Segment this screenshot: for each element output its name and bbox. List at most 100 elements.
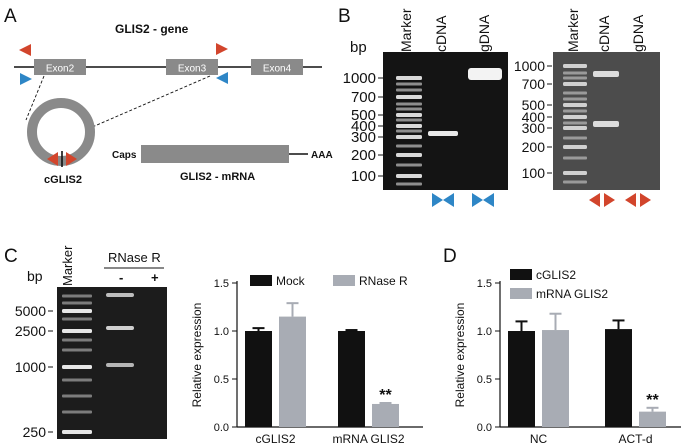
gel1-ladder-label: 700	[351, 89, 376, 106]
gelc-ladder-band	[62, 365, 92, 369]
gelc-lane-minus: -	[119, 270, 123, 285]
panel-letter-d: D	[443, 246, 457, 267]
gelc-ladder-band-faint	[62, 394, 92, 398]
circular-rna-ring	[27, 98, 95, 166]
circ-red-primer-left	[47, 152, 58, 166]
gel1-gdna-primer-b	[483, 193, 494, 207]
gel2-ladder-band-faint	[563, 76, 587, 80]
significance-mark: **	[379, 387, 392, 404]
bar-1-0	[279, 316, 306, 427]
gel2-gdna-primer-b	[640, 193, 651, 207]
gel1-ladder-band	[396, 95, 422, 99]
gel2-cdna-upper-band	[593, 71, 619, 77]
red-primer-left	[19, 44, 31, 56]
dash-line-left	[25, 75, 45, 121]
gel2-ladder-label: 300	[522, 120, 546, 136]
mrna-tail: AAA	[311, 150, 333, 161]
exon3-box	[166, 59, 218, 75]
gel1-ladder-band	[396, 113, 422, 117]
legend-label-1: mRNA GLIS2	[536, 287, 608, 301]
gel1-cdna-band	[428, 131, 458, 136]
gel1-ladder-band	[396, 174, 422, 178]
gel2-lane-marker: Marker	[565, 8, 581, 52]
gel2-ladder-band-faint	[563, 91, 587, 95]
gel1-ladder-band-faint	[396, 129, 422, 133]
legend-label-1: RNase R	[359, 274, 408, 288]
gel2-ladder-label: 400	[522, 109, 546, 125]
y-axis-label: Relative expression	[453, 303, 467, 408]
bar-1-0	[542, 330, 569, 427]
legend-swatch-1	[333, 275, 355, 286]
x-tick-label: mRNA GLIS2	[332, 432, 404, 445]
exon4-box	[251, 59, 303, 75]
gel1-ladder-band-faint	[396, 88, 422, 92]
gelc-ladder-band-faint	[62, 378, 92, 382]
circ-red-primer-right	[66, 152, 77, 166]
gel2-ladder-band	[563, 145, 587, 149]
gel1-cdna-primer-a	[432, 193, 443, 207]
bar-0-1	[605, 329, 632, 427]
gel1-ladder-label: 500	[351, 107, 376, 124]
dash-line-right	[89, 75, 211, 129]
gel1-ladder-band-faint	[396, 102, 422, 106]
gel2-ladder-band-faint	[563, 156, 587, 160]
x-tick-label: ACT-d	[618, 432, 652, 445]
gel1-ladder-band-faint	[396, 107, 422, 111]
gelc-ladder-band	[62, 430, 92, 434]
panel-c-bp-label: bp	[27, 268, 43, 284]
gel2-ladder-label: 700	[522, 76, 546, 92]
gelc-ladder-band-faint	[62, 317, 92, 321]
chart-c: 0.0 0.5 1.0 1.5 Relative expression cGLIS2 mRN…	[190, 274, 423, 445]
legend-swatch-1	[510, 288, 532, 299]
gelc-ladder-label: 5000	[15, 303, 46, 319]
gelc-lane-plus: +	[151, 270, 159, 285]
gel1-ladder-bands	[396, 76, 422, 186]
gel2-cdna-lower-band	[593, 121, 619, 127]
gel2-ladder-band	[563, 115, 587, 119]
panel-letter-b: B	[338, 6, 351, 27]
gel2-ladder-band-faint	[563, 71, 587, 75]
significance-mark: **	[646, 392, 659, 409]
gel2-ladder-band-faint	[563, 136, 587, 140]
gel1-ladder-label: 100	[351, 168, 376, 185]
gene-title: GLIS2 - gene	[115, 22, 189, 36]
gelc-ladder-band-faint	[62, 410, 92, 414]
gelc-lane-marker: Marker	[60, 245, 75, 286]
gel1-ladder-label: 400	[351, 118, 376, 135]
bar-1-1	[639, 411, 666, 427]
blue-primer-left	[20, 73, 32, 85]
gel2-lane-cdna: cDNA	[596, 15, 612, 52]
y-tick-label: 0.5	[214, 374, 229, 386]
y-tick-label: 1.5	[214, 278, 229, 290]
gel1-ladder-band-faint	[396, 163, 422, 167]
y-axis-label: Relative expression	[190, 303, 204, 408]
gel2-ladder-label: 1000	[514, 58, 545, 74]
gel1-ladder-band	[396, 135, 422, 139]
gel1-ladder-band-faint	[396, 144, 422, 148]
mrna-label: GLIS2 - mRNA	[180, 171, 255, 183]
legend-swatch-0	[250, 275, 272, 286]
red-primer-right	[216, 43, 228, 55]
gel2-ladder-band-faint	[563, 180, 587, 184]
legend-swatch-0	[510, 269, 532, 280]
mrna-box	[141, 145, 289, 163]
gel2-lane-gdna: gDNA	[630, 14, 646, 52]
rnase-r-label: RNase R	[108, 250, 161, 265]
gelc-ladder-label: 2500	[15, 323, 46, 339]
gelc-ladder-band-faint	[62, 294, 92, 298]
gelc-minus-band-2	[106, 326, 134, 330]
chart-d: 0.0 0.5 1.0 1.5 Relative expression NC ACT-d **…	[453, 268, 681, 445]
gel2-ladder-band-faint	[563, 121, 587, 125]
gel2-cdna-primer-a	[589, 193, 600, 207]
x-tick-label: NC	[530, 432, 548, 445]
gelc-ladder-label: 1000	[15, 359, 46, 375]
gelc-ladder-band	[62, 329, 92, 333]
gel2-ladder-band-faint	[563, 97, 587, 101]
gel2-ladder-label: 200	[522, 139, 546, 155]
blue-primer-right	[216, 72, 228, 84]
gel2-ladder-bands	[563, 64, 587, 184]
